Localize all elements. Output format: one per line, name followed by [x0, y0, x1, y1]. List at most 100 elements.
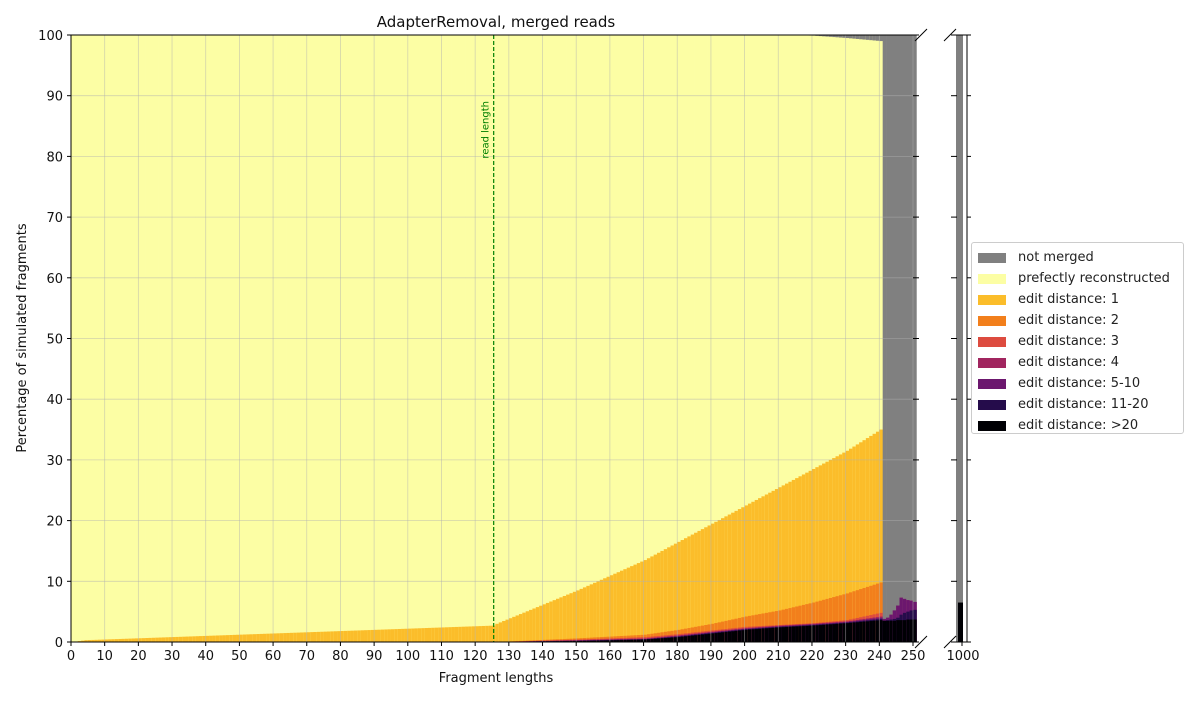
bar-segment [758, 629, 762, 642]
bar-segment [209, 636, 213, 642]
bar-segment [526, 611, 530, 642]
bar-segment [866, 621, 870, 642]
legend-item: edit distance: 3 [978, 331, 1183, 352]
inset-bar-segment [958, 603, 963, 642]
bar-segment [317, 632, 321, 642]
x-tick-label: 190 [699, 649, 724, 664]
bar-segment [852, 623, 856, 642]
legend-label: prefectly reconstructed [1018, 271, 1170, 286]
bar-segment [714, 633, 718, 642]
bar-segment [660, 551, 664, 642]
read-length-label: read length [481, 101, 492, 159]
legend-swatch [978, 316, 1006, 326]
bar-segment [647, 558, 651, 642]
bar-segment [216, 635, 220, 642]
bar-segment [179, 637, 183, 642]
bar-segment [563, 596, 567, 642]
bar-segment [677, 542, 681, 642]
bar-segment [142, 638, 146, 642]
y-tick-label: 10 [46, 575, 63, 590]
bar-segment [836, 624, 840, 642]
bar-segment [155, 638, 159, 642]
x-tick-label: 90 [366, 649, 383, 664]
bar-not-merged [849, 35, 853, 38]
bar-segment [479, 626, 483, 642]
bar-segment [256, 634, 260, 642]
bar-segment [543, 604, 547, 642]
bar-segment [313, 632, 317, 642]
bar-segment [856, 622, 860, 642]
bar-segment [206, 636, 210, 642]
bar-segment [580, 589, 584, 642]
bar-segment [644, 560, 648, 642]
bar-segment [903, 620, 907, 642]
bar-segment [377, 630, 381, 642]
bar-segment [583, 587, 587, 642]
bar-segment [253, 634, 257, 642]
bar-segment [532, 608, 536, 642]
bar-segment [667, 638, 671, 642]
bar-not-merged [873, 35, 877, 40]
bar-segment [148, 638, 152, 642]
bar-segment [455, 627, 459, 642]
bar-segment [307, 632, 311, 642]
bar-segment [681, 637, 685, 642]
bar-segment [300, 632, 304, 642]
bar-segment [593, 583, 597, 642]
bar-segment [233, 635, 237, 642]
bar-segment [243, 635, 247, 642]
x-tick-label: 130 [496, 649, 521, 664]
bar-segment [499, 622, 503, 642]
bar-segment [182, 637, 186, 642]
bar-segment [219, 635, 223, 642]
bar-segment [351, 631, 355, 642]
x-tick-label: 40 [197, 649, 214, 664]
bar-segment [435, 628, 439, 642]
bar-segment [415, 628, 419, 642]
bar-segment [152, 638, 156, 642]
bar-segment [411, 629, 415, 642]
legend-item: not merged [978, 247, 1183, 268]
legend-label: edit distance: 3 [1018, 334, 1119, 349]
bar-segment [900, 620, 904, 642]
bar-segment [654, 555, 658, 642]
bar-segment [667, 547, 671, 642]
legend-item: edit distance: 4 [978, 352, 1183, 373]
bar-segment [418, 628, 422, 642]
y-tick-label: 60 [46, 272, 63, 287]
x-tick-label: 20 [130, 649, 147, 664]
x-tick-label: 210 [766, 649, 791, 664]
bar-segment [862, 622, 866, 642]
x-tick-label: 230 [833, 649, 858, 664]
inset-bar-not-merged [958, 35, 963, 642]
x-tick-label: 10 [96, 649, 113, 664]
bar-segment [684, 538, 688, 642]
x-tick-label: 0 [67, 649, 75, 664]
bar-segment [482, 626, 486, 642]
bar-segment [229, 635, 233, 642]
legend-item: edit distance: >20 [978, 415, 1183, 436]
x-tick-label: 200 [732, 649, 757, 664]
bar-segment [681, 540, 685, 642]
bar-segment [795, 627, 799, 642]
bar-segment [425, 628, 429, 642]
legend-label: edit distance: 5-10 [1018, 376, 1140, 391]
bar-segment [731, 631, 735, 642]
bar-segment [512, 617, 516, 642]
bar-segment [468, 626, 472, 642]
bar-segment [448, 627, 452, 642]
bar-segment [522, 613, 526, 642]
bar-segment [694, 635, 698, 642]
bar-segment [428, 628, 432, 642]
bar-segment [462, 627, 466, 642]
x-tick-label: 70 [298, 649, 315, 664]
bar-segment [340, 631, 344, 642]
bar-segment [819, 625, 823, 642]
bar-segment [772, 628, 776, 642]
bar-segment [276, 633, 280, 642]
bar-segment [519, 614, 523, 642]
bar-segment [327, 632, 331, 642]
bar-segment [509, 618, 513, 642]
bar-segment [896, 620, 900, 642]
legend-swatch [978, 295, 1006, 305]
